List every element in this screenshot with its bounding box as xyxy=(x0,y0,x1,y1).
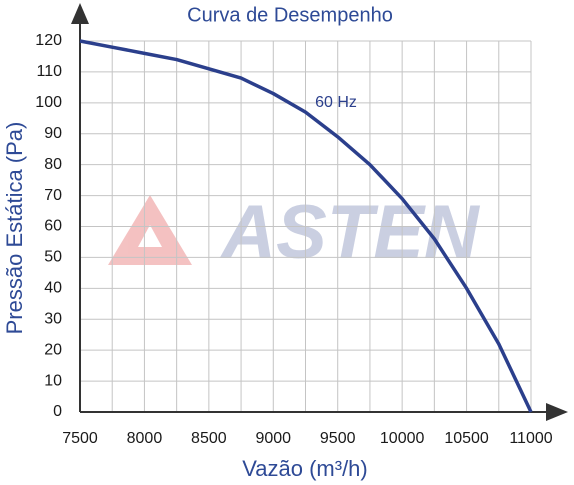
x-tick-label: 11000 xyxy=(509,430,552,447)
y-tick-label: 70 xyxy=(44,187,62,204)
series-label: 60 Hz xyxy=(315,94,357,111)
y-tick-label: 90 xyxy=(44,125,62,142)
y-axis-label: Pressão Estática (Pa) xyxy=(2,122,27,335)
y-tick-label: 80 xyxy=(44,156,62,173)
watermark: ASTEN xyxy=(219,190,481,275)
y-tick-label: 60 xyxy=(44,218,62,235)
y-tick-label: 40 xyxy=(44,280,62,297)
y-tick-label: 120 xyxy=(35,32,62,49)
y-tick-label: 30 xyxy=(44,310,62,327)
x-tick-label: 8500 xyxy=(191,430,227,447)
y-axis-arrow xyxy=(71,3,89,24)
x-tick-label: 10500 xyxy=(444,430,489,447)
y-tick-label: 100 xyxy=(35,94,62,111)
x-tick-label: 7500 xyxy=(62,430,98,447)
plot-area: 0 10 20 30 40 50 60 70 80 90 100 110 120 7500 8000 8500… xyxy=(35,3,568,447)
y-tick-label: 0 xyxy=(53,403,62,420)
x-tick-label: 8000 xyxy=(127,430,163,447)
x-axis-label: Vazão (m³/h) xyxy=(242,456,368,481)
y-tick-label: 110 xyxy=(36,63,62,80)
y-tick-label: 20 xyxy=(44,341,62,358)
watermark-logo xyxy=(108,195,192,265)
x-tick-label: 10000 xyxy=(380,430,425,447)
x-tick-label: 9500 xyxy=(320,430,356,447)
y-tick-label: 50 xyxy=(44,249,62,266)
x-tick-label: 9000 xyxy=(255,430,291,447)
x-axis-arrow xyxy=(546,403,568,421)
line-series xyxy=(79,39,533,413)
y-tick-label: 10 xyxy=(44,372,62,389)
chart-title: Curva de Desempenho xyxy=(187,4,393,26)
